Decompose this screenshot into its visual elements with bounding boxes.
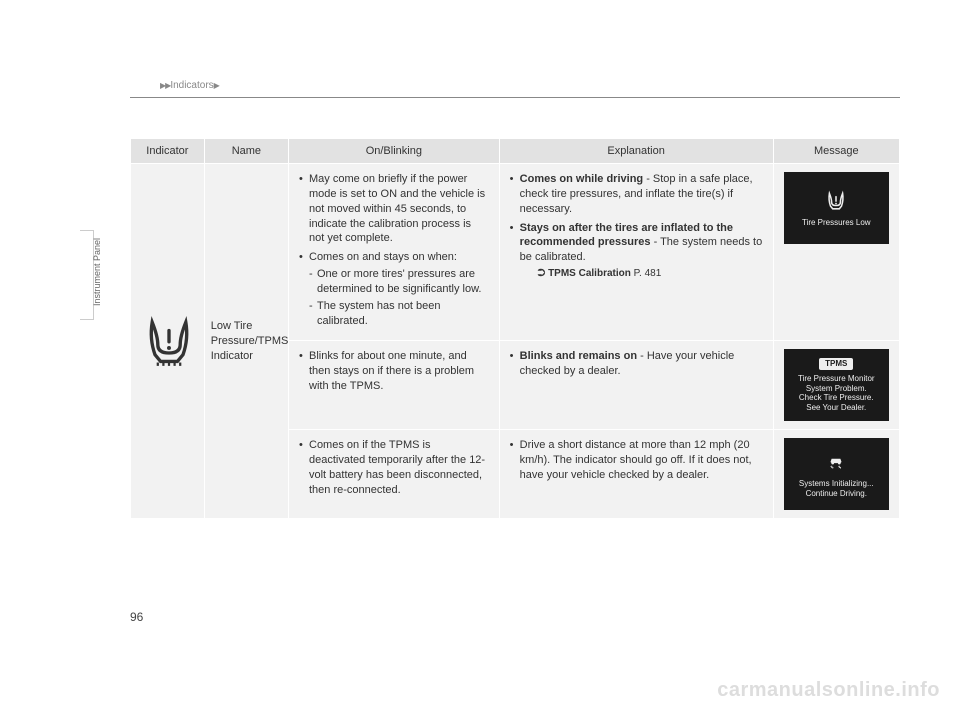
header-rule xyxy=(130,97,900,98)
bullet-text: Blinks and remains on - Have your vehicl… xyxy=(510,349,763,379)
message-icon-row xyxy=(825,189,847,214)
skid-icon xyxy=(825,451,847,473)
bullet-text: Comes on while driving - Stop in a safe … xyxy=(510,172,763,217)
message-text: Tire Pressures Low xyxy=(802,218,871,228)
bullet-text: Comes on if the TPMS is deactivated temp… xyxy=(299,438,489,497)
table-header-row: Indicator Name On/Blinking Explanation M… xyxy=(131,139,900,164)
explanation-cell: Drive a short distance at more than 12 m… xyxy=(499,430,773,519)
onblinking-cell: May come on briefly if the power mode is… xyxy=(289,164,500,341)
page-number: 96 xyxy=(130,610,143,624)
bullet-lead: Comes on and stays on when: xyxy=(309,251,457,263)
indicator-icon-cell xyxy=(131,164,205,519)
ref-arrow-icon: ⮊ xyxy=(538,268,548,279)
explanation-cell: Blinks and remains on - Have your vehicl… xyxy=(499,341,773,430)
tpms-icon xyxy=(141,311,197,367)
ref-label: TPMS Calibration xyxy=(548,268,631,279)
message-icon-row xyxy=(825,451,847,476)
message-cell: TPMS Tire Pressure MonitorSystem Problem… xyxy=(773,341,899,430)
col-explanation: Explanation xyxy=(499,139,773,164)
breadcrumb-arrow-end: ▶ xyxy=(214,81,219,90)
message-text: Tire Pressure MonitorSystem Problem.Chec… xyxy=(798,374,875,412)
bullet-text: Drive a short distance at more than 12 m… xyxy=(510,438,763,483)
message-display: TPMS Tire Pressure MonitorSystem Problem… xyxy=(784,349,889,421)
breadcrumb: ▶▶Indicators▶ xyxy=(100,80,900,91)
col-name: Name xyxy=(204,139,288,164)
col-message: Message xyxy=(773,139,899,164)
cross-reference: ⮊ TPMS Calibration P. 481 xyxy=(520,267,763,281)
bullet-text: Stays on after the tires are inflated to… xyxy=(510,221,763,281)
breadcrumb-arrows: ▶▶ xyxy=(160,81,170,90)
bold-lead: Comes on while driving xyxy=(520,173,643,185)
tpms-badge: TPMS xyxy=(819,358,853,370)
message-text: Systems Initializing...Continue Driving. xyxy=(799,479,874,498)
message-cell: Tire Pressures Low xyxy=(773,164,899,341)
bold-lead: Blinks and remains on xyxy=(520,350,637,362)
message-display: Tire Pressures Low xyxy=(784,172,889,244)
table-row: Low Tire Pressure/TPMS Indicator May com… xyxy=(131,164,900,341)
page-content: ▶▶Indicators▶ Indicator Name On/Blinking… xyxy=(100,80,900,519)
message-display: Systems Initializing...Continue Driving. xyxy=(784,438,889,510)
bullet-text: Comes on and stays on when: One or more … xyxy=(299,250,489,328)
col-indicator: Indicator xyxy=(131,139,205,164)
onblinking-cell: Comes on if the TPMS is deactivated temp… xyxy=(289,430,500,519)
onblinking-cell: Blinks for about one minute, and then st… xyxy=(289,341,500,430)
bullet-text: Blinks for about one minute, and then st… xyxy=(299,349,489,394)
bullet-text: May come on briefly if the power mode is… xyxy=(299,172,489,246)
col-onblinking: On/Blinking xyxy=(289,139,500,164)
ref-page: P. 481 xyxy=(634,268,662,279)
indicators-table: Indicator Name On/Blinking Explanation M… xyxy=(130,138,900,519)
explanation-cell: Comes on while driving - Stop in a safe … xyxy=(499,164,773,341)
sub-bullet: The system has not been calibrated. xyxy=(309,299,489,329)
message-cell: Systems Initializing...Continue Driving. xyxy=(773,430,899,519)
sub-bullet: One or more tires' pressures are determi… xyxy=(309,267,489,297)
tpms-small-icon xyxy=(825,189,847,211)
breadcrumb-section: Indicators xyxy=(170,80,213,91)
watermark: carmanualsonline.info xyxy=(717,679,940,702)
indicator-name: Low Tire Pressure/TPMS Indicator xyxy=(204,164,288,519)
